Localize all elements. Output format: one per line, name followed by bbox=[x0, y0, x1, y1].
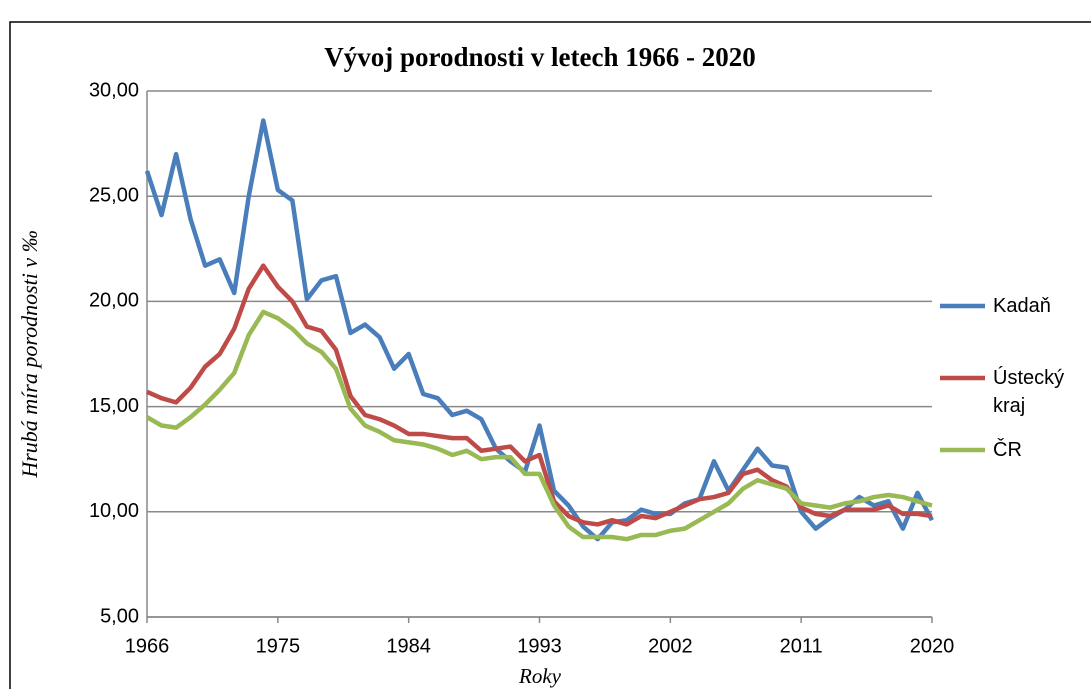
y-tick-label: 15,00 bbox=[89, 395, 139, 417]
y-axis-label: Hrubá míra porodnosti v ‰ bbox=[17, 230, 42, 478]
legend-label: ČR bbox=[993, 439, 1022, 461]
x-axis-label: Roky bbox=[518, 664, 562, 688]
chart-frame bbox=[9, 21, 1091, 689]
series-line bbox=[144, 118, 934, 542]
y-tick-label: 25,00 bbox=[89, 184, 139, 206]
chart-title: Vývoj porodnosti v letech 1966 - 2020 bbox=[324, 42, 756, 72]
y-tick-label: 5,00 bbox=[100, 605, 139, 627]
y-tick-label: 10,00 bbox=[89, 500, 139, 522]
x-tick-label: 2020 bbox=[910, 635, 955, 657]
x-tick-label: 1975 bbox=[256, 635, 301, 657]
legend-label: Ústecký kraj bbox=[993, 367, 1065, 417]
x-tick-label: 2002 bbox=[648, 635, 693, 657]
series-line bbox=[145, 309, 933, 542]
x-tick-label: 1966 bbox=[125, 635, 170, 657]
y-tick-label: 20,00 bbox=[89, 290, 139, 312]
y-tick-label: 30,00 bbox=[89, 79, 139, 101]
x-tick-label: 1984 bbox=[386, 635, 431, 657]
x-tick-label: 1993 bbox=[517, 635, 562, 657]
legend-label: Kadaň bbox=[993, 295, 1051, 317]
x-tick-label: 2011 bbox=[780, 635, 823, 657]
series-line bbox=[146, 263, 933, 527]
